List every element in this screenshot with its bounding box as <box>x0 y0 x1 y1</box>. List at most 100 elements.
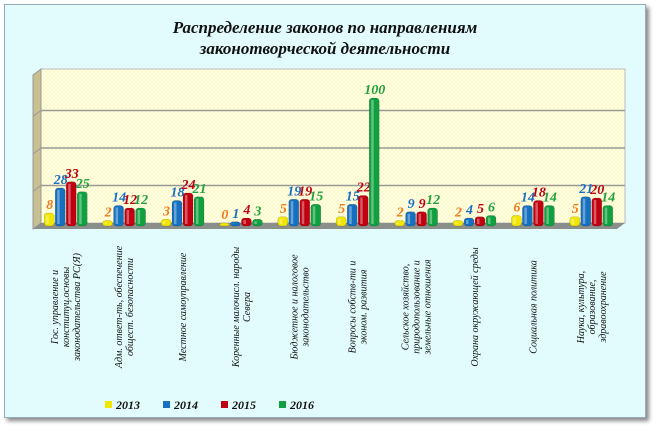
data-label-2013: 0 <box>221 208 228 223</box>
legend-swatch-2013 <box>105 401 112 408</box>
bar-highlight-2016 <box>312 206 316 224</box>
bar-2013 <box>277 216 289 227</box>
data-label-2016: 100 <box>364 83 385 98</box>
data-label-2016: 14 <box>543 191 557 206</box>
data-label-2013: 5 <box>338 202 345 217</box>
bar-2016 <box>193 196 205 227</box>
chart-frame: Распределение законов по направлениям за… <box>4 4 646 418</box>
data-label-2014: 4 <box>465 203 473 218</box>
category-label-line: общест. безопасности <box>125 258 136 356</box>
chart-title: Распределение законов по направлениям за… <box>5 17 645 59</box>
data-label-2013: 8 <box>46 198 53 213</box>
bar-2014 <box>580 196 592 227</box>
data-label-2014: 9 <box>408 197 415 212</box>
bar-2015 <box>591 197 603 227</box>
bar-highlight-2015 <box>418 213 422 224</box>
chart-title-line2: законотворческой деятельности <box>199 39 451 58</box>
data-label-2015: 9 <box>419 197 426 212</box>
bar-highlight-2013 <box>104 222 108 224</box>
data-label-2015: 20 <box>589 183 604 198</box>
data-label-2015: 4 <box>242 203 250 218</box>
bar-highlight-2013 <box>279 218 283 224</box>
bar-highlight-2014 <box>524 207 527 224</box>
bar-2013 <box>102 220 113 227</box>
category-label-line: Бюджетное и налоговое <box>289 254 300 361</box>
data-label-2014: 28 <box>53 173 68 188</box>
bar-highlight-2014 <box>290 201 294 224</box>
category-label-line: Наука, культура, <box>576 271 587 344</box>
bar-2014 <box>346 204 358 227</box>
bar-2015 <box>357 195 369 227</box>
bar-highlight-2013 <box>513 217 516 224</box>
legend-label-2013: 2013 <box>115 398 140 412</box>
category-label: Адм. ответ-ть, обеспечениеобщест. безопа… <box>114 245 136 369</box>
category-label: Социальная политика <box>528 260 539 354</box>
bar-highlight-2013 <box>46 215 49 224</box>
bar-highlight-2014 <box>57 190 60 224</box>
bar-2016 <box>252 219 263 227</box>
data-label-2015: 24 <box>181 178 196 193</box>
bar-highlight-2013 <box>571 218 575 224</box>
legend-swatch-2016 <box>279 401 286 408</box>
bar-2013 <box>511 215 522 227</box>
bar-highlight-2016 <box>371 100 374 224</box>
data-label-2014: 14 <box>112 191 126 206</box>
bar-2014 <box>230 221 241 227</box>
bar-2016 <box>310 204 322 227</box>
bar-highlight-2013 <box>396 222 400 224</box>
data-label-2014: 15 <box>346 189 360 204</box>
data-label-2015: 19 <box>298 184 312 199</box>
gridline-side <box>32 185 42 192</box>
category-label-line: законодательство <box>300 267 311 347</box>
data-label-2016: 15 <box>309 189 323 204</box>
data-label-2014: 21 <box>578 182 593 197</box>
data-label-2016: 6 <box>488 201 495 216</box>
bar-highlight-2015 <box>593 200 597 224</box>
data-label-2014: 19 <box>287 184 301 199</box>
bar-highlight-2016 <box>429 210 433 224</box>
category-label: Наука, культура,образование,здравоохране… <box>576 271 609 344</box>
legend-swatch-2014 <box>163 401 170 408</box>
data-label-2015: 18 <box>532 186 546 201</box>
bar-highlight-2014 <box>466 220 469 224</box>
bar-2015 <box>299 199 311 227</box>
category-label: Вопросы собств-ти иэконом. развития <box>348 261 370 354</box>
bar-2014 <box>522 205 533 227</box>
data-label-2013: 2 <box>454 206 462 221</box>
bar-2013 <box>452 220 464 227</box>
bar-highlight-2015 <box>243 220 246 224</box>
bar-highlight-2015 <box>185 195 188 224</box>
category-label-line: конституц.основы <box>61 267 72 348</box>
data-label-2014: 1 <box>232 207 239 222</box>
bar-2014 <box>463 217 475 227</box>
data-label-2014: 18 <box>171 186 185 201</box>
data-label-2016: 12 <box>426 193 440 208</box>
data-label-2016: 12 <box>134 193 148 208</box>
legend-label-2014: 2014 <box>173 398 198 412</box>
bar-highlight-2016 <box>137 210 141 224</box>
bar-highlight-2014 <box>407 213 411 224</box>
bar-2013 <box>160 219 172 227</box>
category-label: Сельское хозяйство,природопользование из… <box>401 259 434 355</box>
data-label-2013: 6 <box>513 201 520 216</box>
category-label-line: Охрана окружающей среды <box>470 247 481 367</box>
bar-2013 <box>335 216 347 227</box>
legend-label-2015: 2015 <box>231 398 256 412</box>
bar-highlight-2014 <box>349 206 352 224</box>
bar-highlight-2015 <box>68 183 71 224</box>
bar-2013 <box>394 220 405 227</box>
bar-2015 <box>474 216 486 227</box>
bar-2013 <box>43 212 55 227</box>
bar-2014 <box>405 211 416 227</box>
bar-highlight-2015 <box>535 202 538 224</box>
bar-2016 <box>602 205 614 227</box>
bar-2015 <box>533 200 544 227</box>
category-label-line: природопользование и <box>412 260 423 354</box>
bar-2016 <box>427 207 438 227</box>
category-label-line: эконом. развития <box>359 269 370 344</box>
bar-2015 <box>416 211 427 227</box>
data-label-2016: 3 <box>253 204 261 219</box>
data-label-2013: 5 <box>280 202 287 217</box>
legend-label-2016: 2016 <box>289 398 314 412</box>
